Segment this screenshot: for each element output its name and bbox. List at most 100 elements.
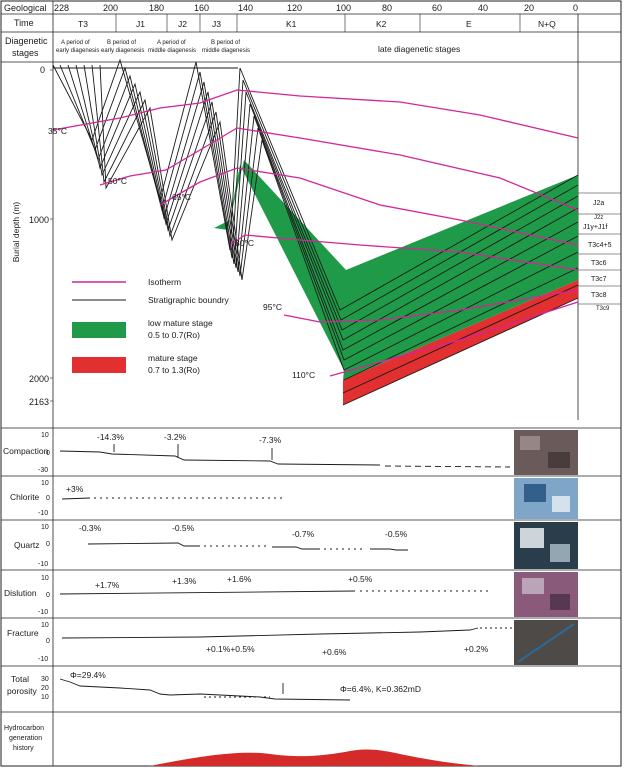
formation-label: T3c6 [591, 260, 607, 267]
panel-tick: 0 [46, 495, 50, 502]
quartz-line [370, 548, 408, 551]
porosity-end: Φ=6.4%, K=0.362mD [340, 684, 421, 694]
isotherm-110 [329, 301, 579, 377]
stage-b-middle-2: middle diagenesis [202, 48, 250, 54]
depth-tick: 1000 [29, 215, 49, 225]
panel-dividers [1, 427, 621, 713]
stratigraphic-lines [52, 58, 579, 406]
porosity-start: Φ=29.4% [70, 670, 106, 680]
strat-line [99, 64, 579, 371]
quartz-photo-texture [550, 544, 570, 562]
strat-outline [52, 65, 238, 69]
isotherm-label: 50°C [108, 176, 127, 186]
dissolution-value: +1.6% [227, 574, 252, 584]
stage-a-early-2: early diagenesis [56, 48, 99, 54]
stage-b-early: B period of [107, 40, 136, 46]
quartz-photo-texture [520, 528, 544, 548]
age-tick: 100 [336, 3, 351, 13]
compaction-value: -3.2% [164, 432, 187, 442]
legend: Isotherm Stratigraphic boundry low matur… [72, 277, 230, 375]
isotherm-label: 110°C [292, 370, 315, 380]
panel-tick: -10 [38, 510, 48, 517]
quartz-value: -0.3% [79, 523, 102, 533]
dissolution-value: +0.5% [348, 574, 373, 584]
isotherm-95 [283, 289, 579, 323]
burial-ylabel: Burial depth (m) [11, 202, 21, 263]
porosity-label-2: porosity [7, 686, 38, 696]
age-tick: 60 [432, 3, 442, 13]
age-tick: 160 [194, 3, 209, 13]
period-e: E [466, 19, 472, 29]
isotherm-50 [99, 127, 579, 211]
age-tick: 228 [54, 3, 69, 13]
age-tick: 40 [478, 3, 488, 13]
formation-label: T3c8 [591, 292, 607, 299]
formation-label: J1y+J1f [583, 224, 607, 231]
hydrocarbon-label-3: history [13, 745, 34, 752]
porosity-curve [59, 678, 351, 701]
dissolution-value: +1.7% [95, 580, 120, 590]
depth-tick: 2163 [29, 397, 49, 407]
hydrocarbon-label-2: generation [9, 735, 42, 742]
quartz-value: -0.5% [385, 529, 408, 539]
chlorite-curve [61, 497, 285, 500]
age-tick: 80 [382, 3, 392, 13]
dissolution-photo-texture [550, 594, 570, 610]
porosity-label-1: Total [11, 674, 29, 684]
fracture-value: +0.1%+0.5% [206, 644, 255, 654]
compaction-curve [59, 444, 511, 468]
dissolution-curve [59, 590, 490, 595]
formation-labels: J2a J2z J1y+J1f T3c4+5 T3c6 T3c7 T3c8 T3… [578, 192, 621, 312]
chlorite-value: +3% [66, 484, 84, 494]
hydrocarbon-generation-curve [150, 749, 480, 766]
panel-tick: -10 [38, 656, 48, 663]
panel-tick: 0 [46, 541, 50, 548]
stage-a-early: A period of [61, 40, 90, 46]
age-tick: 200 [103, 3, 118, 13]
fracture-value: +0.2% [464, 644, 489, 654]
panel-tick: 10 [41, 432, 49, 439]
quartz-line [272, 546, 320, 550]
legend-mature-swatch [72, 357, 126, 373]
fracture-line [61, 627, 479, 639]
hydrocarbon-label-1: Hydrocarbon [4, 725, 44, 732]
formation-label: T3c9 [596, 306, 610, 312]
panel-tick: 0 [46, 450, 50, 457]
dissolution-photo-texture [522, 578, 544, 594]
period-j1: J1 [136, 19, 145, 29]
age-tick: 0 [573, 3, 578, 13]
strat-line [342, 284, 579, 394]
compaction-label: Compaction [3, 446, 49, 456]
strat-line [91, 64, 579, 361]
isotherm-label: 65°C [172, 192, 191, 202]
dissolution-label: Dislution [4, 588, 37, 598]
panel-tick: 10 [41, 622, 49, 629]
compaction-photo-texture [520, 436, 540, 450]
isotherm-65 [159, 167, 579, 246]
isotherm-lines [52, 89, 579, 377]
chlorite-label: Chlorite [10, 492, 40, 502]
panel-tick: 10 [41, 480, 49, 487]
chlorite-photo-texture [552, 496, 570, 512]
fracture-value: +0.6% [322, 647, 347, 657]
quartz-value: -0.7% [292, 529, 315, 539]
dissolution-value: +1.3% [172, 576, 197, 586]
quartz-label: Quartz [14, 540, 40, 550]
panel-tick: 10 [41, 524, 49, 531]
diagenetic-label: Diagenetic [5, 36, 48, 46]
depth-tick: 2000 [29, 374, 49, 384]
panel-tick: 0 [46, 592, 50, 599]
isotherm-35 [52, 89, 579, 139]
stage-b-early-2: early diagenesis [101, 48, 144, 54]
mature-zone [343, 280, 578, 405]
isotherm-label: 80°C [235, 238, 254, 248]
time-label: Time [14, 18, 34, 28]
stage-late: late diagenetic stages [378, 44, 460, 54]
panel-ticks: 10 0 -30 10 0 -10 10 0 -10 10 0 -10 10 0… [38, 432, 50, 701]
panel-tick: 20 [41, 685, 49, 692]
fracture-photo-crack [517, 623, 575, 663]
panel-tick: 30 [41, 676, 49, 683]
panel-tick: -10 [38, 561, 48, 568]
strat-line [59, 64, 579, 321]
